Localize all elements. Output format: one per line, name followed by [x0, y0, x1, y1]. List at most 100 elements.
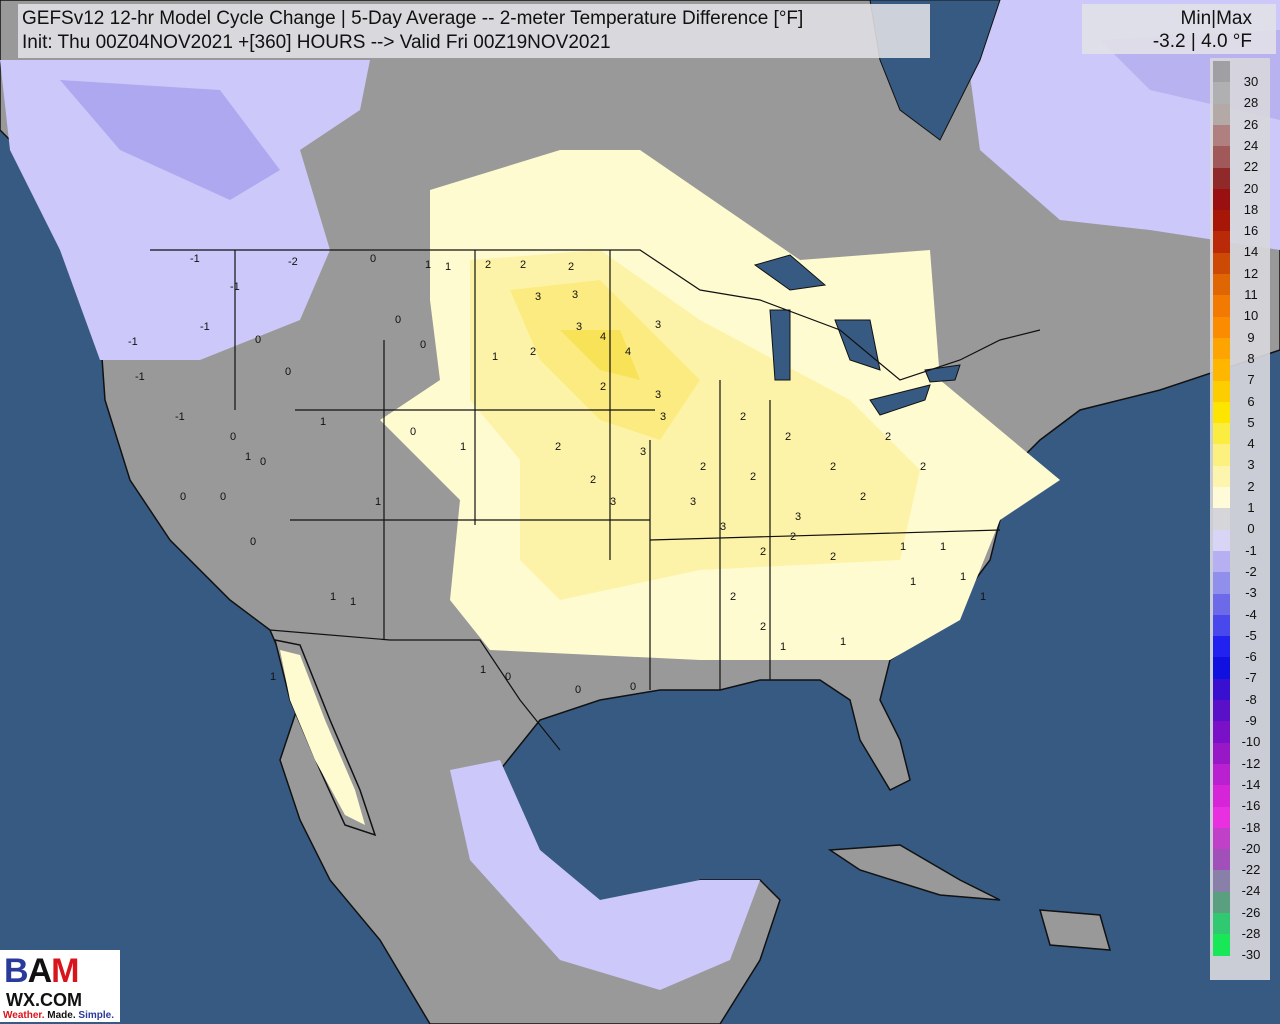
contour-label: 1	[445, 261, 451, 273]
colorbar-swatch	[1213, 167, 1230, 190]
contour-label: -2	[288, 256, 298, 268]
contour-label: 2	[790, 531, 796, 543]
colorbar-swatch	[1213, 487, 1230, 509]
colorbar-swatch	[1213, 337, 1230, 360]
contour-label: 1	[330, 591, 336, 603]
contour-label: 1	[910, 576, 916, 588]
colorbar-swatch	[1213, 61, 1230, 83]
contour-label: 3	[535, 291, 541, 303]
title-box: GEFSv12 12-hr Model Cycle Change | 5-Day…	[18, 4, 930, 58]
lake-michigan	[769, 309, 791, 381]
colorbar-swatch	[1213, 231, 1230, 254]
contour-label: 2	[700, 461, 706, 473]
colorbar-label: -30	[1241, 947, 1261, 963]
colorbar-label: -16	[1241, 798, 1261, 814]
contour-label: 0	[575, 684, 581, 696]
colorbar-label: -9	[1245, 713, 1257, 728]
colorbar-label: -8	[1245, 691, 1257, 707]
anomaly-shading	[0, 0, 1280, 990]
contour-label: 0	[250, 536, 256, 548]
contour-label: -1	[135, 371, 145, 383]
contour-label: 1	[460, 441, 466, 453]
colorbar-swatch	[1213, 806, 1230, 829]
contour-label: 3	[572, 289, 578, 301]
colorbar-label: -26	[1241, 904, 1261, 920]
colorbar-swatch	[1213, 146, 1230, 168]
contour-label: 2	[785, 431, 791, 443]
colorbar-label: -28	[1241, 926, 1261, 941]
colorbar-swatch	[1213, 401, 1230, 424]
logo-brand: BAM	[4, 952, 79, 990]
cuba	[827, 844, 1001, 901]
colorbar-swatch	[1213, 763, 1230, 786]
colorbar-label: 7	[1247, 372, 1255, 388]
contour-label: 1	[425, 259, 431, 271]
contour-label: 2	[760, 621, 766, 633]
colorbar-label: 14	[1243, 244, 1259, 260]
contour-label: -1	[128, 336, 138, 348]
colorbar-label: 16	[1243, 223, 1259, 239]
colorbar-label: -10	[1241, 734, 1261, 750]
contour-label: -1	[190, 253, 200, 265]
colorbar-label: -6	[1245, 649, 1257, 665]
contour-label: 3	[655, 319, 661, 331]
colorbar-label: 22	[1243, 159, 1259, 175]
anomaly-minus1-west-canada	[0, 60, 370, 360]
contour-label: 2	[568, 261, 574, 273]
lake-erie	[869, 384, 931, 416]
contour-label: 2	[590, 474, 596, 486]
colorbar-label: -14	[1241, 776, 1261, 792]
contour-label: 0	[630, 681, 636, 693]
colorbar-swatch	[1213, 849, 1230, 871]
map-title: GEFSv12 12-hr Model Cycle Change | 5-Day…	[22, 8, 804, 29]
contour-label: 0	[180, 491, 186, 503]
contour-label: 2	[740, 411, 746, 423]
colorbar-label: 9	[1247, 329, 1255, 345]
contour-label: 3	[655, 389, 661, 401]
colorbar-label: 1	[1247, 500, 1255, 515]
boundaries	[150, 249, 1041, 751]
colorbar-label: -20	[1241, 840, 1261, 856]
contour-label: 2	[485, 259, 491, 271]
colorbar-label: 30	[1243, 74, 1259, 89]
colorbar-label: 11	[1244, 287, 1258, 302]
lake-superior	[753, 254, 827, 291]
contour-label: 0	[370, 253, 376, 265]
colorbar-swatch	[1213, 657, 1230, 680]
colorbar-legend: 30 28 26 24 22 20 18 16 14 12 11 10 9 8 7 6 5 4 3 2 1 0 -1 -2 -3…	[1210, 58, 1270, 980]
colorbar-label: -18	[1241, 819, 1261, 835]
logo-domain: WX.COM	[6, 990, 82, 1010]
contour-label: 1	[780, 641, 786, 653]
hispaniola	[1038, 909, 1112, 951]
contour-label: 0	[505, 671, 511, 683]
colorbar-swatch	[1213, 103, 1230, 126]
contour-label: 1	[980, 591, 986, 603]
colorbar-label: -24	[1241, 883, 1261, 899]
colorbar-swatch	[1213, 700, 1230, 722]
contour-label: 3	[690, 496, 696, 508]
colorbar-swatch	[1213, 891, 1230, 914]
contour-label: 3	[795, 511, 801, 523]
colorbar-swatch	[1213, 572, 1230, 594]
bamwx-logo: BAM WX.COM Weather. Made. Simple.	[0, 950, 120, 1022]
colorbar-label: 12	[1243, 265, 1259, 281]
colorbar-swatch	[1213, 380, 1230, 403]
colorbar-swatch	[1213, 934, 1230, 957]
colorbar-swatch	[1213, 550, 1230, 573]
contour-label: 4	[600, 331, 606, 343]
contour-label: 0	[395, 314, 401, 326]
contour-label: 2	[860, 491, 866, 503]
colorbar-label: 5	[1247, 414, 1255, 430]
colorbar-swatch	[1213, 678, 1230, 701]
contour-label: 3	[660, 411, 666, 423]
colorbar-label: 2	[1247, 478, 1255, 494]
colorbar-label: -12	[1241, 755, 1261, 771]
contour-label: 1	[960, 571, 966, 583]
colorbar-swatch	[1213, 827, 1230, 850]
contour-label: 0	[285, 366, 291, 378]
colorbar-label: -1	[1245, 542, 1257, 558]
anomaly-plus1-baja	[280, 650, 365, 825]
colorbar-label: 26	[1243, 116, 1259, 132]
minmax-value: -3.2 | 4.0 °F	[1152, 31, 1252, 52]
colorbar-swatch	[1213, 508, 1230, 531]
